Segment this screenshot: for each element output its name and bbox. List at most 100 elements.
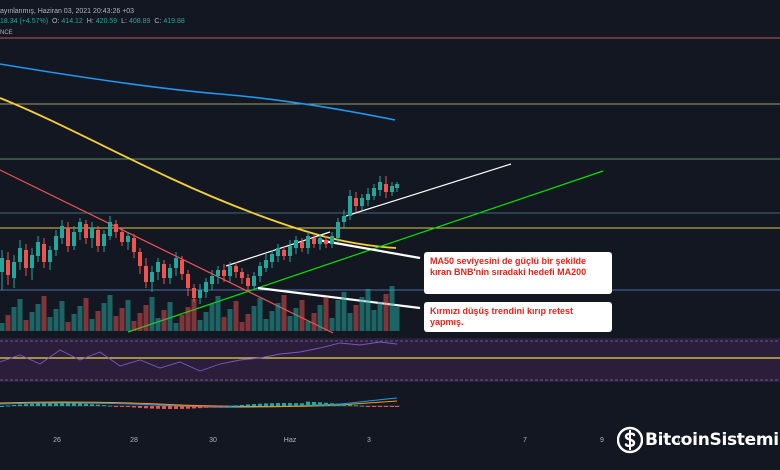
volume-bar <box>389 286 395 331</box>
volume-bar <box>119 308 125 331</box>
candle-body <box>282 250 286 256</box>
volume-bar <box>11 307 17 331</box>
macd-histogram-bar <box>324 402 328 406</box>
candle-body <box>264 260 268 268</box>
open-label: O: <box>52 18 60 25</box>
candle <box>252 272 256 290</box>
macd-histogram-bar <box>132 406 136 408</box>
volume-bar <box>0 323 5 331</box>
candle <box>390 182 394 196</box>
candle <box>96 226 100 252</box>
volume-bar <box>329 318 335 331</box>
candle-body <box>54 236 58 250</box>
volume-bar <box>143 305 149 331</box>
candle-body <box>72 232 76 246</box>
candle <box>222 264 226 282</box>
macd-histogram-bar <box>306 401 310 406</box>
volume-bar <box>23 320 29 331</box>
candle-body <box>144 266 148 282</box>
macd-histogram-bar <box>216 406 220 407</box>
ma50-line <box>0 97 397 249</box>
macd-histogram-bar <box>252 404 256 406</box>
candle <box>180 256 184 280</box>
volume-bar <box>173 323 179 331</box>
macd-histogram-bar <box>168 406 172 409</box>
candle-body <box>174 258 178 268</box>
volume-bar <box>335 300 341 331</box>
volume-bar <box>107 295 113 331</box>
candle-body <box>30 255 34 268</box>
candle <box>324 236 328 248</box>
macd-histogram-bar <box>36 403 40 406</box>
high-value: 420.59 <box>95 18 118 25</box>
rsi-background <box>0 338 780 382</box>
candle <box>114 220 118 238</box>
candle <box>204 278 208 298</box>
macd-histogram-bar <box>198 406 202 409</box>
candle <box>216 266 220 284</box>
volume-bar <box>245 314 251 331</box>
macd-histogram-bar <box>348 404 352 406</box>
candle-body <box>60 226 64 238</box>
macd-histogram-bar <box>366 406 370 407</box>
x-axis-label: Haz <box>283 437 297 444</box>
volume-bar <box>83 298 89 331</box>
high-label: H: <box>86 18 94 25</box>
rsi-line <box>0 341 398 372</box>
candle-body <box>384 184 388 192</box>
x-axis-label: 9 <box>600 437 604 444</box>
low-value: 408.89 <box>129 18 151 25</box>
candle-body <box>186 274 190 288</box>
volume-bar <box>203 312 209 331</box>
candle <box>78 218 82 240</box>
x-axis-label: 11 <box>676 437 684 444</box>
volume-bar <box>317 305 323 331</box>
rsi-panel <box>0 338 780 382</box>
candle <box>384 176 388 198</box>
candle-body <box>318 238 322 244</box>
candle-body <box>288 246 292 256</box>
macd-histogram-bar <box>264 403 268 406</box>
candle <box>42 238 46 268</box>
candle-body <box>348 196 352 216</box>
macd-histogram-bar <box>240 404 244 406</box>
candle-body <box>300 242 304 248</box>
volume-bar <box>77 306 83 331</box>
macd-histogram-bar <box>336 403 340 406</box>
candle <box>144 258 148 288</box>
candle-body <box>66 228 70 246</box>
candle-body <box>168 268 172 278</box>
macd-histogram-bar <box>234 405 238 407</box>
macd-line <box>0 397 398 408</box>
volume-bar <box>5 315 11 331</box>
volume-bar <box>71 314 77 331</box>
macd-histogram-bar <box>144 406 148 409</box>
volume-bar <box>275 303 281 331</box>
macd-histogram-bar <box>294 403 298 406</box>
candle-body <box>270 254 274 262</box>
volume-bar <box>47 317 53 331</box>
price-change: 18.34 (+4.57%) <box>0 18 49 25</box>
candle <box>60 220 64 244</box>
macd-histogram-bar <box>330 403 334 406</box>
candle <box>174 252 178 276</box>
macd-histogram-bar <box>395 406 399 407</box>
candle <box>132 234 136 258</box>
x-axis-label: 26 <box>53 437 61 444</box>
volume-bar <box>347 313 353 331</box>
candle <box>18 240 22 270</box>
candle-body <box>372 188 376 196</box>
candle-body <box>120 232 124 242</box>
candle-body <box>234 266 238 272</box>
volume-bar <box>59 301 65 331</box>
candle <box>378 176 382 196</box>
volume-bar <box>101 303 107 331</box>
volume-bar <box>257 298 263 331</box>
candle <box>294 236 298 254</box>
macd-panel <box>0 397 400 409</box>
macd-histogram-bar <box>258 403 262 406</box>
volume-bar <box>155 318 161 331</box>
candle <box>258 262 262 282</box>
candle-body <box>294 240 298 248</box>
